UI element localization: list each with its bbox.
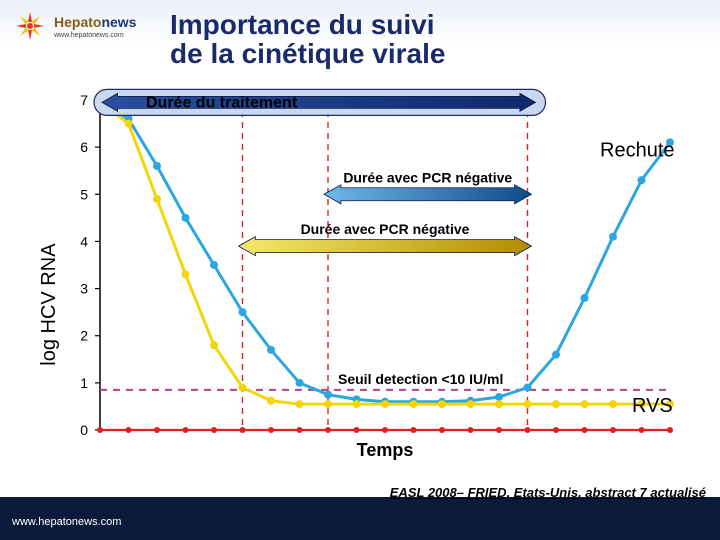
logo-brand-1: Hepato [54, 14, 101, 30]
slide-header: Hepatonews www.hepatonews.com Importance… [0, 6, 720, 66]
slide-title: Importance du suivide la cinétique viral… [170, 10, 445, 69]
svg-text:2: 2 [80, 328, 88, 344]
svg-text:0: 0 [80, 422, 88, 438]
svg-text:5: 5 [80, 186, 88, 202]
svg-text:RVS: RVS [632, 395, 673, 417]
logo-burst-icon [10, 6, 50, 46]
svg-text:7: 7 [80, 92, 88, 108]
svg-text:Seuil detection <10 IU/ml: Seuil detection <10 IU/ml [338, 371, 503, 387]
chart: 0 1 2 3 4 5 6 7 log HCV RNA Temps Seuil detection … [30, 80, 690, 480]
svg-text:Rechute: Rechute [600, 140, 675, 162]
svg-text:Durée du traitement: Durée du traitement [146, 94, 298, 111]
citation: EASL 2008– FRIED, Etats-Unis, abstract 7… [390, 485, 706, 500]
logo: Hepatonews www.hepatonews.com [10, 6, 136, 46]
svg-text:3: 3 [80, 281, 88, 297]
svg-text:log HCV RNA: log HCV RNA [38, 243, 60, 366]
svg-text:Temps: Temps [357, 440, 414, 460]
logo-brand-2: news [101, 14, 136, 30]
svg-text:4: 4 [80, 233, 88, 249]
logo-url: www.hepatonews.com [54, 32, 136, 39]
svg-text:1: 1 [80, 375, 88, 391]
svg-text:6: 6 [80, 139, 88, 155]
logo-text: Hepatonews www.hepatonews.com [54, 14, 136, 39]
svg-text:Durée avec PCR négative: Durée avec PCR négative [301, 221, 470, 237]
chart-svg: 0 1 2 3 4 5 6 7 log HCV RNA Temps Seuil detection … [30, 80, 690, 480]
slide-root: Hepatonews www.hepatonews.com Importance… [0, 0, 720, 540]
footer-url: www.hepatonews.com [12, 516, 121, 528]
svg-text:Durée avec PCR négative: Durée avec PCR négative [343, 169, 512, 185]
